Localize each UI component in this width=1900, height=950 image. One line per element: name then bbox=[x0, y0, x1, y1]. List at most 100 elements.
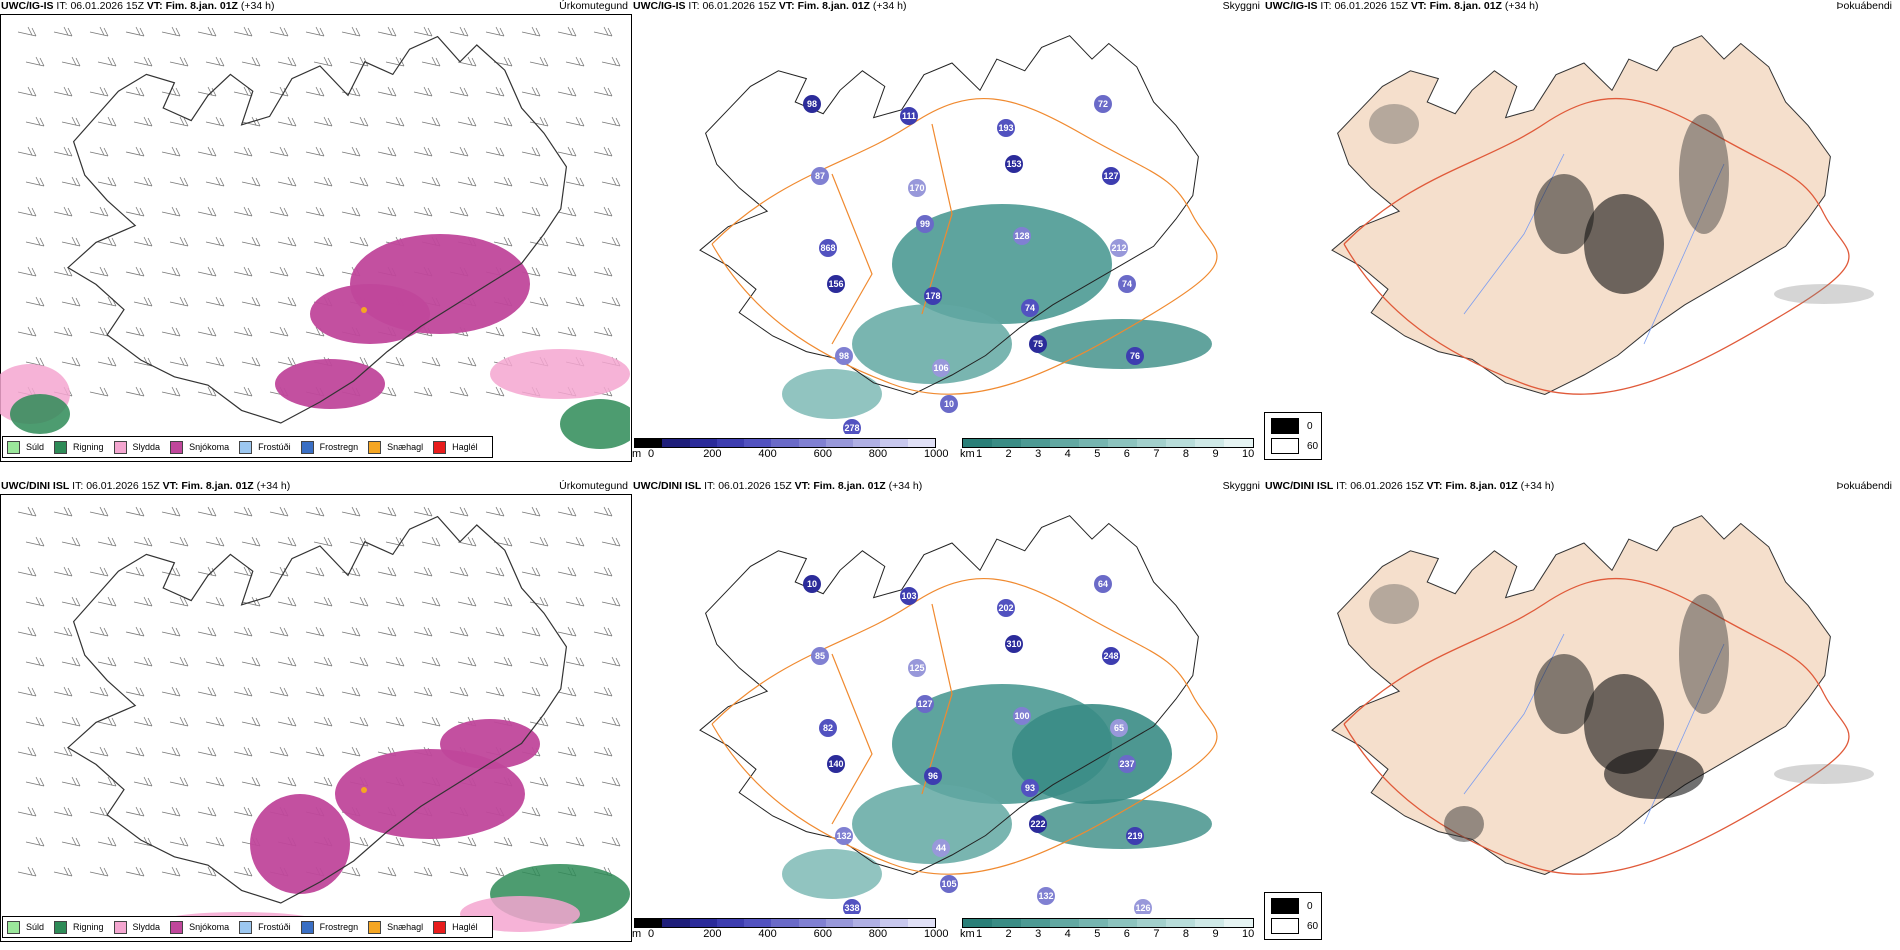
ceiling-cell bbox=[1005, 635, 1023, 653]
road-network bbox=[1343, 577, 1850, 875]
road-network bbox=[1343, 97, 1850, 395]
wind-barb-icon bbox=[25, 536, 45, 547]
ceiling-cell bbox=[908, 659, 926, 677]
vt-value: Fim. 8.jan. 01Z bbox=[1429, 0, 1502, 12]
model-name: UWC/DINI ISL bbox=[1, 480, 70, 492]
wind-barb-icon bbox=[385, 836, 405, 847]
wind-barb-icon bbox=[457, 656, 477, 667]
it-label: IT: bbox=[688, 0, 700, 12]
fog-legend-item: 0 bbox=[1271, 418, 1313, 434]
wind-barb-icon bbox=[349, 656, 369, 667]
wind-barb-icon bbox=[169, 56, 189, 67]
wind-barb-icon bbox=[17, 566, 37, 577]
wind-barb-icon bbox=[557, 506, 577, 517]
wind-barb-icon bbox=[385, 716, 405, 727]
ceiling-cell bbox=[835, 827, 853, 845]
wind-barb-icon bbox=[521, 566, 541, 577]
ceiling_bar-tick: 1000 bbox=[924, 448, 949, 460]
wind-barb-icon bbox=[413, 686, 433, 697]
wind-barb-icon bbox=[97, 656, 117, 667]
wind-barb-icon bbox=[53, 266, 73, 277]
wind-barb-icon bbox=[169, 356, 189, 367]
road-network bbox=[711, 577, 1218, 875]
wind-barb-icon bbox=[125, 326, 145, 337]
wind-barb-icon bbox=[557, 146, 577, 157]
wind-barb-icon bbox=[269, 686, 289, 697]
it-value: 06.01.2026 15Z bbox=[70, 0, 144, 12]
wind-barb-icon bbox=[205, 356, 225, 367]
legend-item: Slydda bbox=[113, 440, 160, 454]
road-network bbox=[711, 97, 1218, 395]
visibility_bar-unit: km bbox=[960, 448, 975, 460]
wind-barb-icon bbox=[305, 506, 325, 517]
fog-legend: 0 60 bbox=[1264, 412, 1322, 460]
legend-item: Rigning bbox=[54, 920, 104, 934]
ceiling-cell bbox=[1029, 335, 1047, 353]
wind-barb-icon bbox=[241, 56, 261, 67]
wind-barb-icon bbox=[133, 56, 153, 67]
visibility_bar-unit: km bbox=[960, 928, 975, 940]
vt-label: VT: bbox=[146, 0, 163, 12]
fog-legend-item: 60 bbox=[1271, 918, 1318, 934]
wind-barb-icon bbox=[413, 626, 433, 637]
wind-barb-icon bbox=[485, 626, 505, 637]
wind-barb-icon bbox=[269, 506, 289, 517]
wind-barb-icon bbox=[205, 776, 225, 787]
wind-barb-icon bbox=[233, 266, 253, 277]
wind-barb-icon bbox=[341, 686, 361, 697]
wind-barb-icon bbox=[421, 56, 441, 67]
wind-barb-icon bbox=[413, 506, 433, 517]
wind-barb-icon bbox=[277, 236, 297, 247]
lead-time: (+34 h) bbox=[240, 0, 275, 12]
vt-label: VT: bbox=[778, 0, 795, 12]
ceiling-label: 126 bbox=[1135, 903, 1150, 913]
wind-barb-icon bbox=[89, 566, 109, 577]
ceiling_bar-tick: 800 bbox=[868, 448, 888, 460]
visibility-map: 10 103 202 64 85 125 310 248 82 127 100 65 140 96 93 23… bbox=[699, 515, 1218, 914]
legend-item: Súld bbox=[7, 920, 44, 934]
wind-barb-icon bbox=[125, 386, 145, 397]
wind-barb-icon bbox=[341, 626, 361, 637]
wind-barb-icon bbox=[557, 326, 577, 337]
wind-barb-icon bbox=[197, 86, 217, 97]
wind-barb-icon bbox=[17, 146, 37, 157]
wind-barb-icon bbox=[269, 86, 289, 97]
wind-barb-icon bbox=[601, 716, 621, 727]
wind-barb-icon bbox=[169, 596, 189, 607]
legend-swatch bbox=[170, 440, 184, 454]
legend-item: Snæhagl bbox=[368, 920, 423, 934]
product-title: Þokuábendi bbox=[1836, 480, 1892, 492]
colorbar-cell bbox=[853, 439, 881, 447]
fog-legend-item: 0 bbox=[1271, 898, 1313, 914]
field-blob bbox=[782, 849, 882, 899]
wind-barb-icon bbox=[53, 206, 73, 217]
precip-type-map bbox=[17, 506, 630, 932]
colorbar-cell bbox=[689, 919, 717, 927]
legend-item: Súld bbox=[7, 440, 44, 454]
vt-value: Fim. 8.jan. 01Z bbox=[181, 480, 254, 492]
panel-precip-type-row2: UWC/DINI ISL IT: 06.01.2026 15Z VT: Fim.… bbox=[0, 480, 632, 942]
wind-barb-icon bbox=[125, 86, 145, 97]
legend-swatch bbox=[113, 920, 127, 934]
ceiling-cell bbox=[1110, 719, 1128, 737]
colorbar-cell bbox=[1195, 439, 1224, 447]
wind-barb-icon bbox=[169, 116, 189, 127]
wind-barb-icon bbox=[593, 86, 613, 97]
model-name: UWC/IG-IS bbox=[1, 0, 54, 12]
fog-legend-swatch bbox=[1271, 438, 1299, 454]
wind-barb-icon bbox=[205, 296, 225, 307]
wind-barb-icon bbox=[557, 626, 577, 637]
ceiling-cell bbox=[1005, 155, 1023, 173]
wind-barb-icon bbox=[197, 386, 217, 397]
lead-time: (+34 h) bbox=[888, 480, 923, 492]
wind-barb-icon bbox=[485, 566, 505, 577]
legend-item: Haglél bbox=[433, 920, 478, 934]
wind-barb-icon bbox=[521, 206, 541, 217]
ceiling-cell bbox=[1013, 227, 1031, 245]
colorbar-cell bbox=[798, 439, 826, 447]
wind-barb-icon bbox=[161, 746, 181, 757]
wind-barb-icon bbox=[601, 776, 621, 787]
ceiling-label: 98 bbox=[807, 99, 817, 109]
colorbar-cell bbox=[1137, 919, 1166, 927]
it-value: 06.01.2026 15Z bbox=[86, 480, 160, 492]
